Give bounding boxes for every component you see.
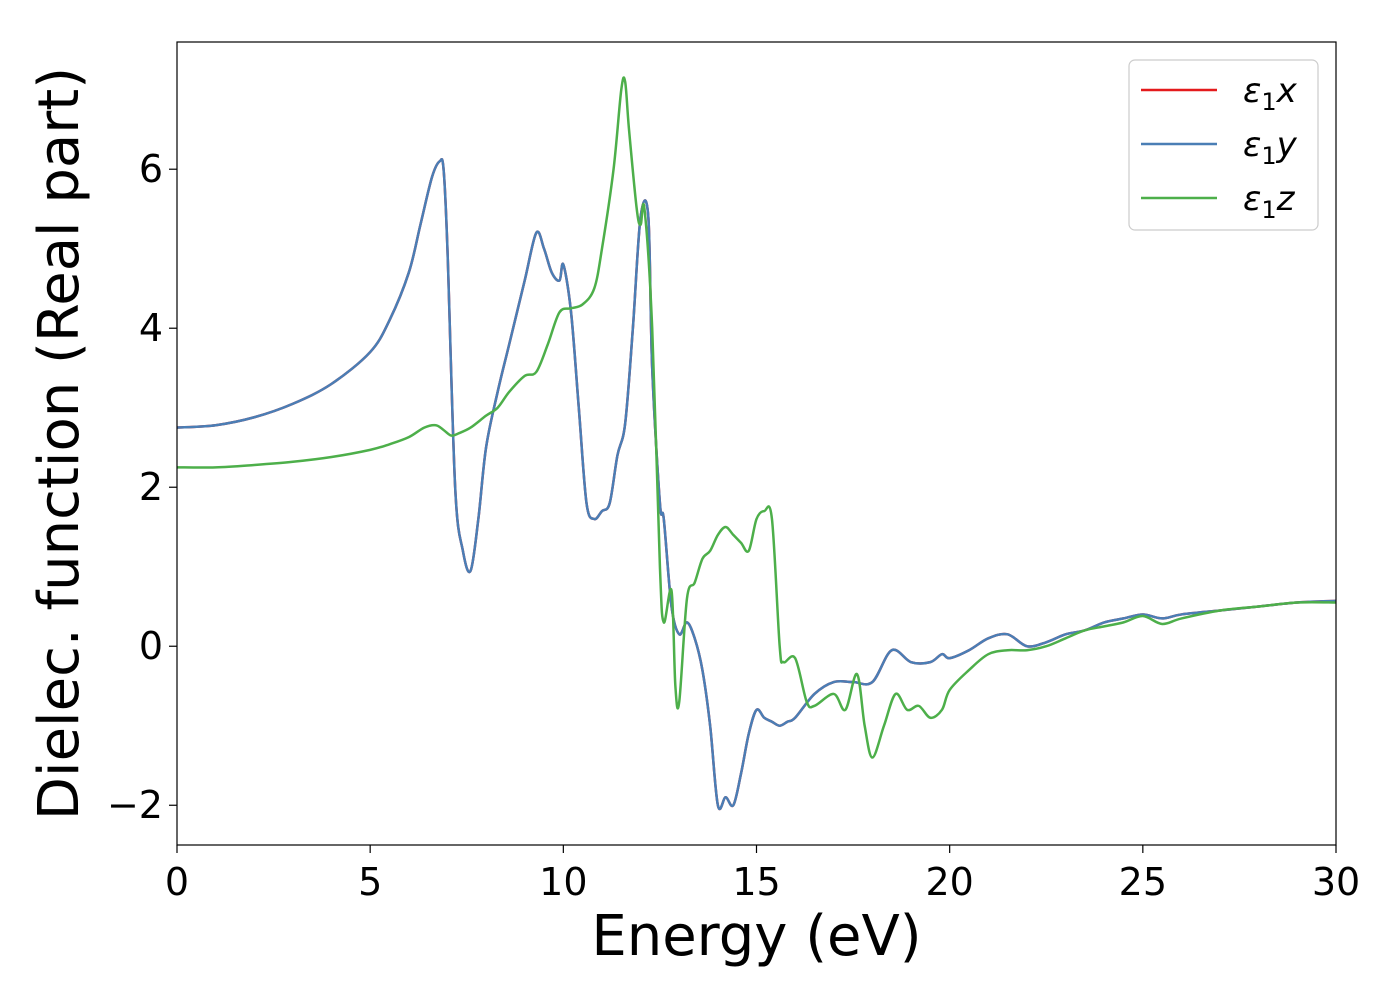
x-tick-label: 5 xyxy=(358,860,382,904)
legend: ε1x ε1y ε1z xyxy=(1128,59,1319,231)
x-tick-label: 30 xyxy=(1312,860,1360,904)
series-line-z xyxy=(176,76,1337,759)
x-axis: 0 5 10 15 20 25 30 xyxy=(165,845,1360,904)
x-tick-label: 20 xyxy=(925,860,973,904)
legend-label: ε1x xyxy=(1243,71,1298,116)
y-tick-label: 6 xyxy=(139,147,163,191)
y-axis: −2 0 2 4 6 xyxy=(107,147,177,827)
x-tick-label: 10 xyxy=(539,860,587,904)
y-tick-label: 4 xyxy=(139,306,163,350)
y-tick-label: 2 xyxy=(139,465,163,509)
x-tick-label: 25 xyxy=(1119,860,1167,904)
series-lines xyxy=(176,76,1337,811)
legend-box xyxy=(1128,59,1319,231)
x-tick-label: 15 xyxy=(732,860,780,904)
y-tick-label: −2 xyxy=(107,783,163,827)
x-axis-label: Energy (eV) xyxy=(591,904,921,969)
y-axis-label: Dielec. function (Real part) xyxy=(27,67,92,820)
legend-label: ε1z xyxy=(1243,179,1296,224)
legend-label: ε1y xyxy=(1243,125,1298,170)
y-tick-label: 0 xyxy=(139,624,163,668)
series-line-y xyxy=(176,158,1337,811)
x-tick-label: 0 xyxy=(165,860,189,904)
